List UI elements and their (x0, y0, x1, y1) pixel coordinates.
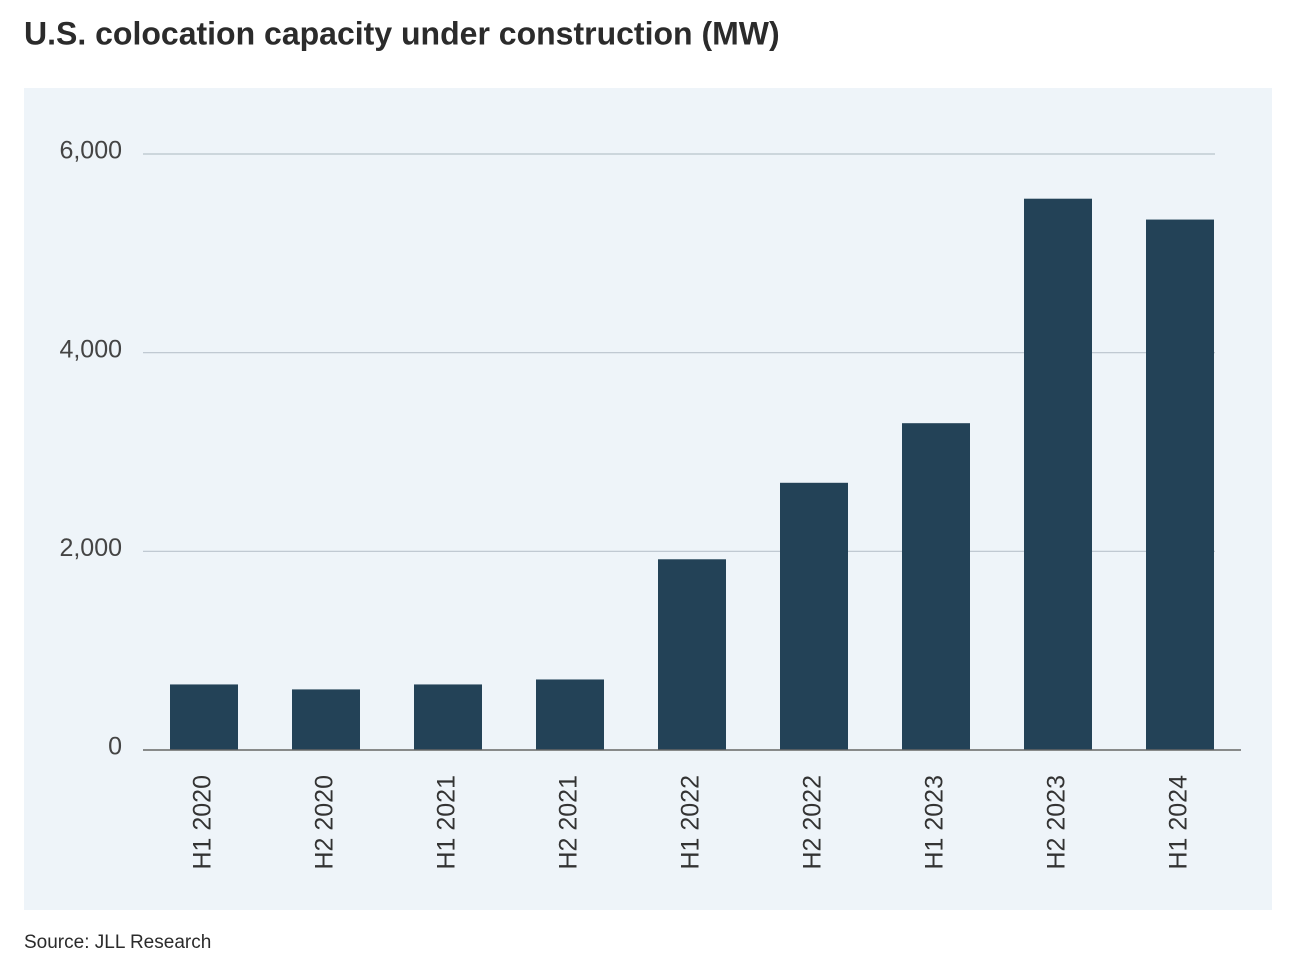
bar (170, 684, 238, 750)
x-tick-label: H2 2020 (311, 775, 339, 870)
x-tick-label: H1 2020 (189, 775, 217, 870)
bar (780, 482, 848, 750)
x-tick-label: H1 2023 (921, 775, 949, 870)
y-tick-label: 0 (108, 733, 122, 761)
bar (536, 679, 604, 750)
bar (658, 559, 726, 750)
x-tick-label: H1 2021 (433, 775, 461, 870)
bar (292, 689, 360, 750)
x-tick-label: H1 2022 (677, 775, 705, 870)
bar (414, 684, 482, 750)
chart-title: U.S. colocation capacity under construct… (24, 15, 780, 51)
source: Source: JLL Research (24, 932, 211, 953)
y-tick-label: 4,000 (59, 335, 122, 363)
x-tick-label: H1 2024 (1165, 775, 1193, 870)
y-tick-label: 2,000 (59, 534, 122, 562)
bar (1024, 198, 1092, 750)
x-tick-label: H2 2021 (555, 775, 583, 870)
bar (902, 423, 970, 750)
x-tick-label: H2 2023 (1043, 775, 1071, 870)
y-tick-label: 6,000 (59, 137, 122, 165)
x-tick-label: H2 2022 (799, 775, 827, 870)
bar (1146, 219, 1214, 750)
